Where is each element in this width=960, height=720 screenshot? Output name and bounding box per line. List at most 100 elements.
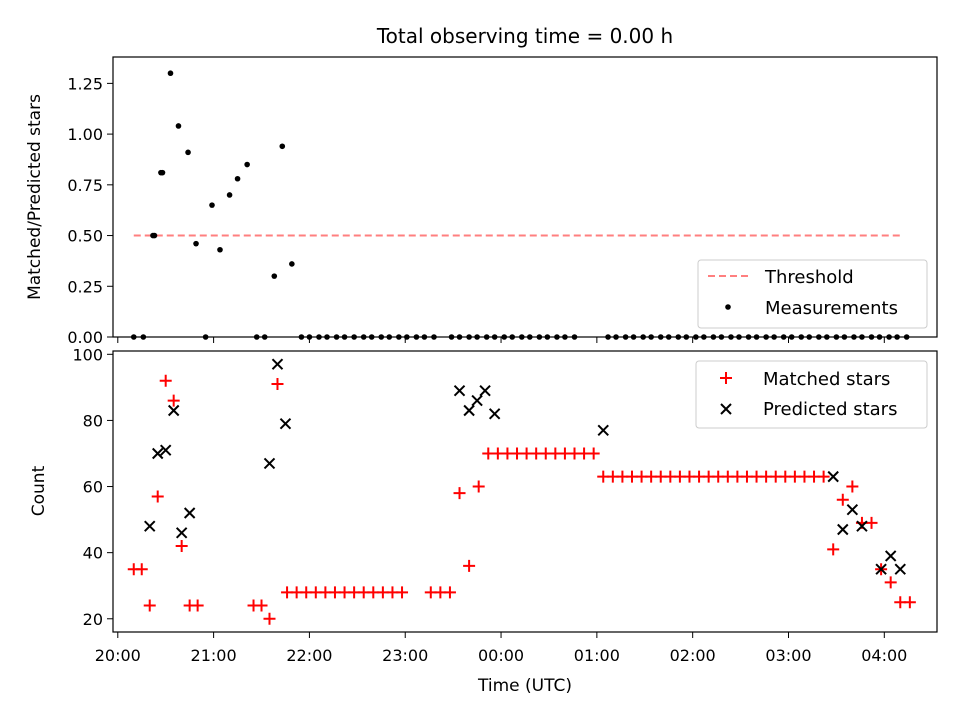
matched-star-point	[846, 480, 859, 493]
threshold-legend-label: Threshold	[764, 267, 854, 288]
x-tick-label: 02:00	[670, 646, 716, 665]
bottom-legend: Matched stars Predicted stars	[695, 360, 928, 429]
predicted-star-point	[597, 424, 609, 437]
matched-star-point	[271, 378, 284, 391]
top-y-tick-label: 0.00	[67, 328, 103, 347]
measurement-point	[234, 175, 241, 182]
predicted-star-point	[884, 550, 897, 562]
matched-star-point	[396, 586, 409, 599]
predicted-stars-points	[144, 358, 906, 575]
measurement-point	[271, 273, 278, 279]
chart-title: Total observing time = 0.00 h	[376, 24, 673, 48]
bottom-y-tick-label: 80	[83, 411, 103, 430]
predicted-star-point	[279, 418, 292, 430]
measurements-legend-label: Measurements	[765, 298, 898, 319]
predicted-legend-label: Predicted stars	[763, 399, 897, 420]
measurement-point	[151, 232, 158, 239]
top-y-tick-label: 1.00	[67, 125, 103, 144]
x-tick-label: 03:00	[765, 646, 811, 665]
measurement-point	[209, 202, 215, 208]
matched-legend-label: Matched stars	[763, 369, 890, 390]
x-tick-label: 22:00	[286, 646, 332, 665]
bottom-y-tick-label: 60	[83, 478, 103, 497]
measurements-legend-swatch	[725, 304, 731, 310]
x-tick-label: 04:00	[861, 646, 907, 665]
predicted-star-point	[175, 527, 188, 539]
top-y-ticks: 0.00 0.25 0.50 0.75 1.00 1.25	[67, 74, 113, 347]
matched-star-point	[463, 559, 476, 572]
bottom-y-tick-label: 20	[83, 610, 103, 629]
predicted-star-point	[875, 563, 887, 575]
matched-star-point	[167, 394, 180, 407]
top-y-tick-label: 0.25	[67, 277, 103, 296]
bottom-legend-box	[695, 360, 928, 429]
matched-star-point	[159, 374, 172, 387]
matched-star-point	[865, 516, 878, 529]
predicted-star-point	[167, 404, 180, 417]
measurement-point	[185, 149, 191, 156]
measurement-point	[175, 123, 182, 129]
bottom-y-tick-label: 40	[83, 544, 103, 563]
matched-star-point	[175, 540, 188, 553]
predicted-star-point	[271, 358, 284, 370]
matched-star-point	[884, 576, 897, 589]
measurement-point	[159, 169, 166, 176]
predicted-star-point	[463, 404, 475, 417]
predicted-star-point	[471, 394, 483, 407]
measurement-point	[217, 246, 223, 253]
matched-star-point	[903, 596, 916, 609]
measurement-point	[289, 261, 295, 267]
matched-star-point	[836, 493, 849, 506]
matched-star-point	[817, 470, 830, 483]
predicted-star-point	[159, 444, 172, 456]
bottom-y-tick-label: 100	[72, 345, 103, 364]
top-axes: 0.00 0.25 0.50 0.75 1.00 1.25 Matched/Predict…	[25, 56, 938, 347]
top-y-tick-label: 1.25	[67, 74, 103, 93]
matched-star-point	[135, 563, 148, 576]
x-tick-label: 21:00	[191, 646, 237, 665]
predicted-star-point	[152, 447, 164, 460]
top-y-axis-label: Matched/Predicted stars	[25, 94, 45, 300]
predicted-star-point	[827, 470, 839, 483]
predicted-star-point	[856, 520, 868, 532]
x-tick-label: 20:00	[95, 646, 141, 665]
bottom-plot-frame	[112, 350, 938, 633]
predicted-star-point	[183, 507, 196, 519]
top-legend: Threshold Measurements	[697, 259, 928, 329]
top-legend-box	[697, 259, 928, 329]
matched-legend-swatch	[720, 372, 732, 384]
predicted-star-point	[894, 563, 906, 575]
bottom-y-axis-label: Count	[29, 465, 49, 516]
predicted-star-point	[144, 520, 156, 532]
top-plot-frame	[112, 56, 938, 338]
predicted-star-point	[453, 384, 466, 397]
matched-star-point	[587, 447, 600, 460]
matched-star-point	[255, 599, 268, 612]
bottom-x-ticks: 20:00 21:00 22:00 23:00 00:00 01:00 02:00 03:00…	[95, 632, 907, 665]
x-tick-label: 23:00	[382, 646, 428, 665]
top-y-tick-label: 0.75	[67, 176, 103, 195]
measurement-point	[167, 70, 174, 77]
matched-star-point	[263, 612, 276, 625]
bottom-axes: 20 40 60 80 100 20:00 21:00 22:00 23:00 00:00 01:…	[29, 345, 938, 696]
measurement-points	[130, 70, 910, 340]
matched-star-point	[191, 599, 204, 612]
x-tick-label: 01:00	[574, 646, 620, 665]
predicted-star-point	[263, 457, 276, 470]
matched-star-point	[472, 480, 485, 493]
measurement-point	[244, 161, 250, 168]
predicted-star-point	[479, 384, 491, 397]
top-y-tick-label: 0.50	[67, 227, 103, 246]
predicted-star-point	[837, 523, 849, 536]
predicted-legend-swatch	[720, 403, 732, 415]
matched-star-point	[827, 543, 840, 556]
bottom-y-ticks: 20 40 60 80 100	[72, 345, 113, 629]
x-tick-label: 00:00	[478, 646, 524, 665]
predicted-star-point	[488, 408, 501, 420]
matched-star-point	[151, 490, 164, 503]
measurement-point	[193, 240, 199, 247]
predicted-star-point	[846, 503, 859, 516]
x-axis-label: Time (UTC)	[477, 676, 572, 696]
measurement-point	[279, 143, 286, 150]
